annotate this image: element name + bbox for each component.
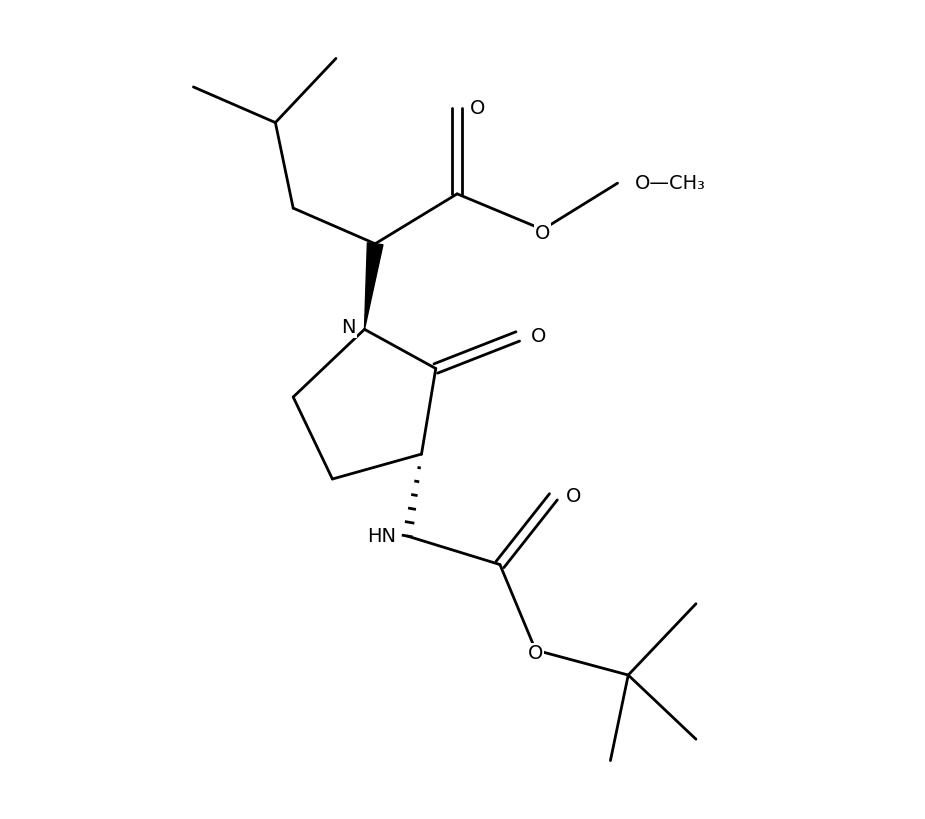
Text: O—CH₃: O—CH₃ [635,174,707,192]
Text: O: O [535,224,550,242]
Text: N: N [341,318,356,337]
Text: O: O [566,487,582,506]
Text: O: O [531,327,546,346]
Polygon shape [364,242,383,329]
Text: O: O [470,99,486,118]
Text: O: O [528,645,543,663]
Text: HN: HN [367,527,397,545]
